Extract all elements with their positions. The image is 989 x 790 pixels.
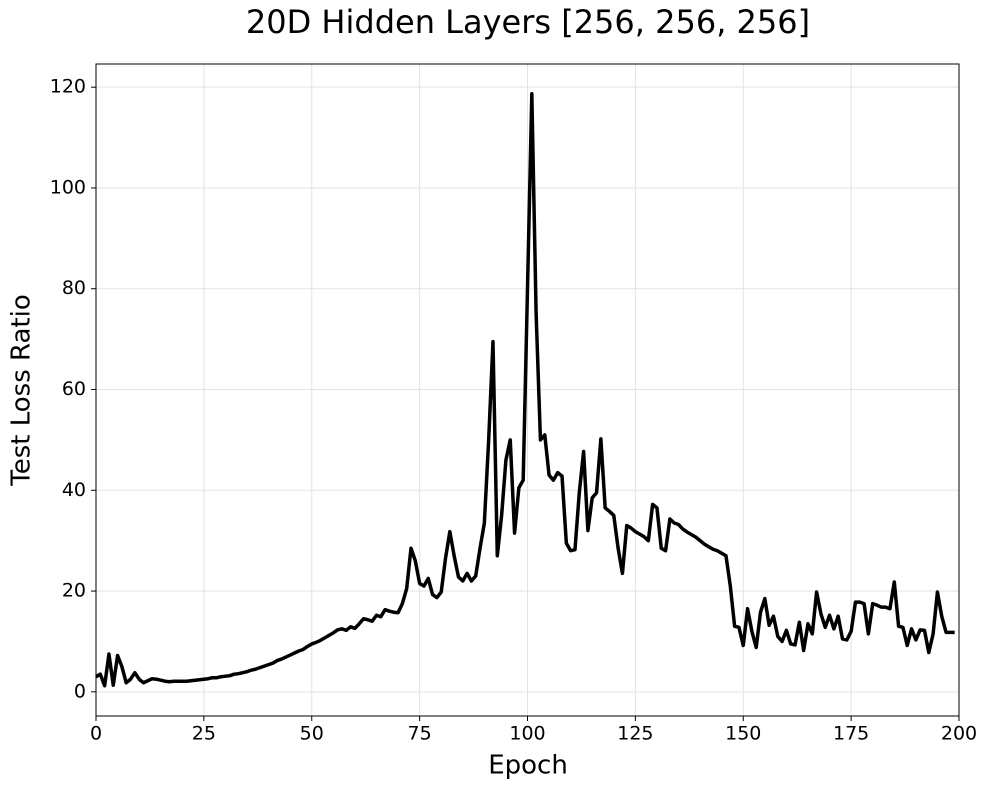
x-tick-label: 25 <box>192 723 216 745</box>
line-series <box>95 91 955 688</box>
x-tick-label: 0 <box>90 723 102 745</box>
y-tick-label: 60 <box>62 378 86 400</box>
x-tick-label: 100 <box>509 723 545 745</box>
plot-area <box>95 91 955 688</box>
y-tick-label: 100 <box>50 176 86 198</box>
x-tick-label: 150 <box>725 723 761 745</box>
y-axis-label: Test Loss Ratio <box>7 294 37 487</box>
x-axis-label: Epoch <box>488 751 568 781</box>
x-tick-label: 125 <box>617 723 653 745</box>
y-tick-label: 40 <box>62 479 86 501</box>
x-tick-label: 50 <box>300 723 324 745</box>
x-tick-label: 175 <box>833 723 869 745</box>
chart-title: 20D Hidden Layers [256, 256, 256] <box>246 3 810 41</box>
y-tick-label: 20 <box>62 580 86 602</box>
y-tick-label: 120 <box>50 76 86 98</box>
y-tick-label: 80 <box>62 277 86 299</box>
y-tick-label: 0 <box>74 680 86 702</box>
x-tick-label: 200 <box>941 723 977 745</box>
x-tick-label: 75 <box>408 723 432 745</box>
